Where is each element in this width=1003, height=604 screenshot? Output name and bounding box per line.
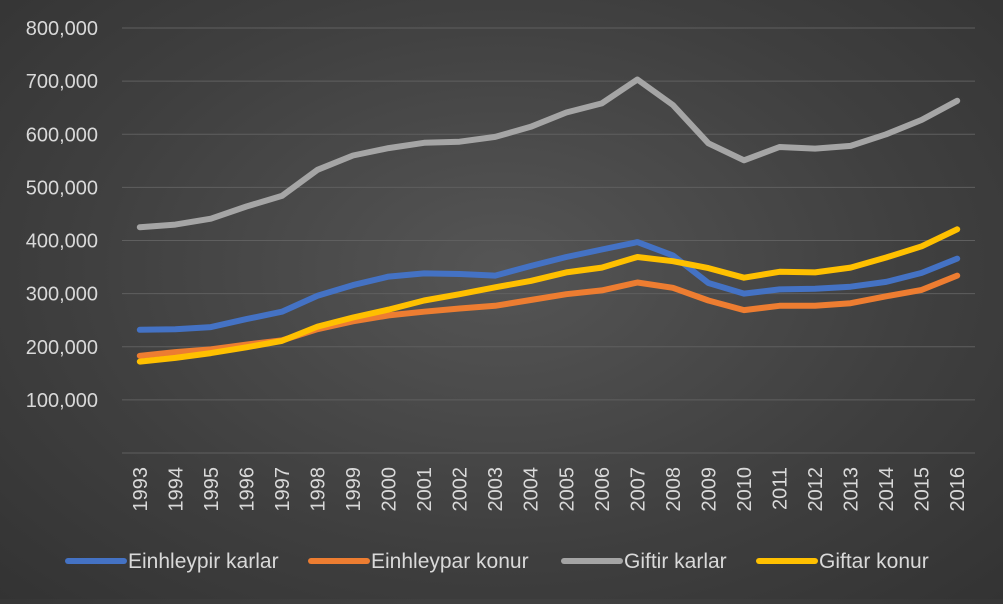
x-axis-labels: 1993 1994 1995 1996 1997 1998 1999 2000 2001 2002… xyxy=(130,467,969,512)
x-tick-label: 2013 xyxy=(841,467,863,512)
y-tick-label: 100,000 xyxy=(26,390,98,412)
y-tick-label: 800,000 xyxy=(26,18,98,40)
x-tick-label: 2011 xyxy=(770,467,792,510)
x-tick-label: 1994 xyxy=(165,467,187,512)
x-tick-label: 2003 xyxy=(485,467,507,512)
x-tick-label: 1998 xyxy=(307,467,329,512)
x-tick-label: 2005 xyxy=(556,467,578,512)
x-tick-label: 2004 xyxy=(521,467,543,512)
legend-label: Giftar konur xyxy=(819,550,929,573)
series-lines xyxy=(136,76,961,365)
gridlines xyxy=(122,27,975,454)
x-tick-label: 2000 xyxy=(379,467,401,512)
y-axis-labels: 100,000 200,000 300,000 400,000 500,000 600,0… xyxy=(26,18,98,412)
x-tick-label: 1995 xyxy=(201,467,223,512)
legend-label: Einhleypir karlar xyxy=(128,550,279,573)
x-tick-label: 2012 xyxy=(805,467,827,512)
y-tick-label: 400,000 xyxy=(26,231,98,253)
x-tick-label: 2016 xyxy=(947,467,969,512)
series-line-giftar-konur xyxy=(136,226,961,365)
x-tick-label: 2007 xyxy=(627,467,649,512)
legend-label: Einhleypar konur xyxy=(371,550,529,573)
legend: Einhleypir karlar Einhleypar konur Giftir … xyxy=(65,550,929,573)
legend-label: Giftir karlar xyxy=(624,550,727,573)
x-tick-label: 2014 xyxy=(876,467,898,512)
y-tick-label: 700,000 xyxy=(26,71,98,93)
x-tick-label: 2009 xyxy=(698,467,720,512)
x-tick-label: 1993 xyxy=(130,467,152,512)
series-line-einhleypir-karlar xyxy=(136,239,961,333)
y-tick-label: 500,000 xyxy=(26,177,98,199)
x-tick-label: 2008 xyxy=(663,467,685,512)
x-tick-label: 2015 xyxy=(912,467,934,512)
y-tick-label: 600,000 xyxy=(26,124,98,146)
x-tick-label: 2002 xyxy=(450,467,472,512)
x-tick-label: 1999 xyxy=(343,467,365,512)
y-tick-label: 300,000 xyxy=(26,284,98,306)
x-tick-label: 1996 xyxy=(236,467,258,512)
x-tick-label: 2010 xyxy=(734,467,756,512)
x-tick-label: 2001 xyxy=(414,467,436,512)
x-tick-label: 1997 xyxy=(272,467,294,512)
series-line-giftir-karlar xyxy=(136,76,961,231)
x-tick-label: 2006 xyxy=(592,467,614,512)
y-tick-label: 200,000 xyxy=(26,337,98,359)
